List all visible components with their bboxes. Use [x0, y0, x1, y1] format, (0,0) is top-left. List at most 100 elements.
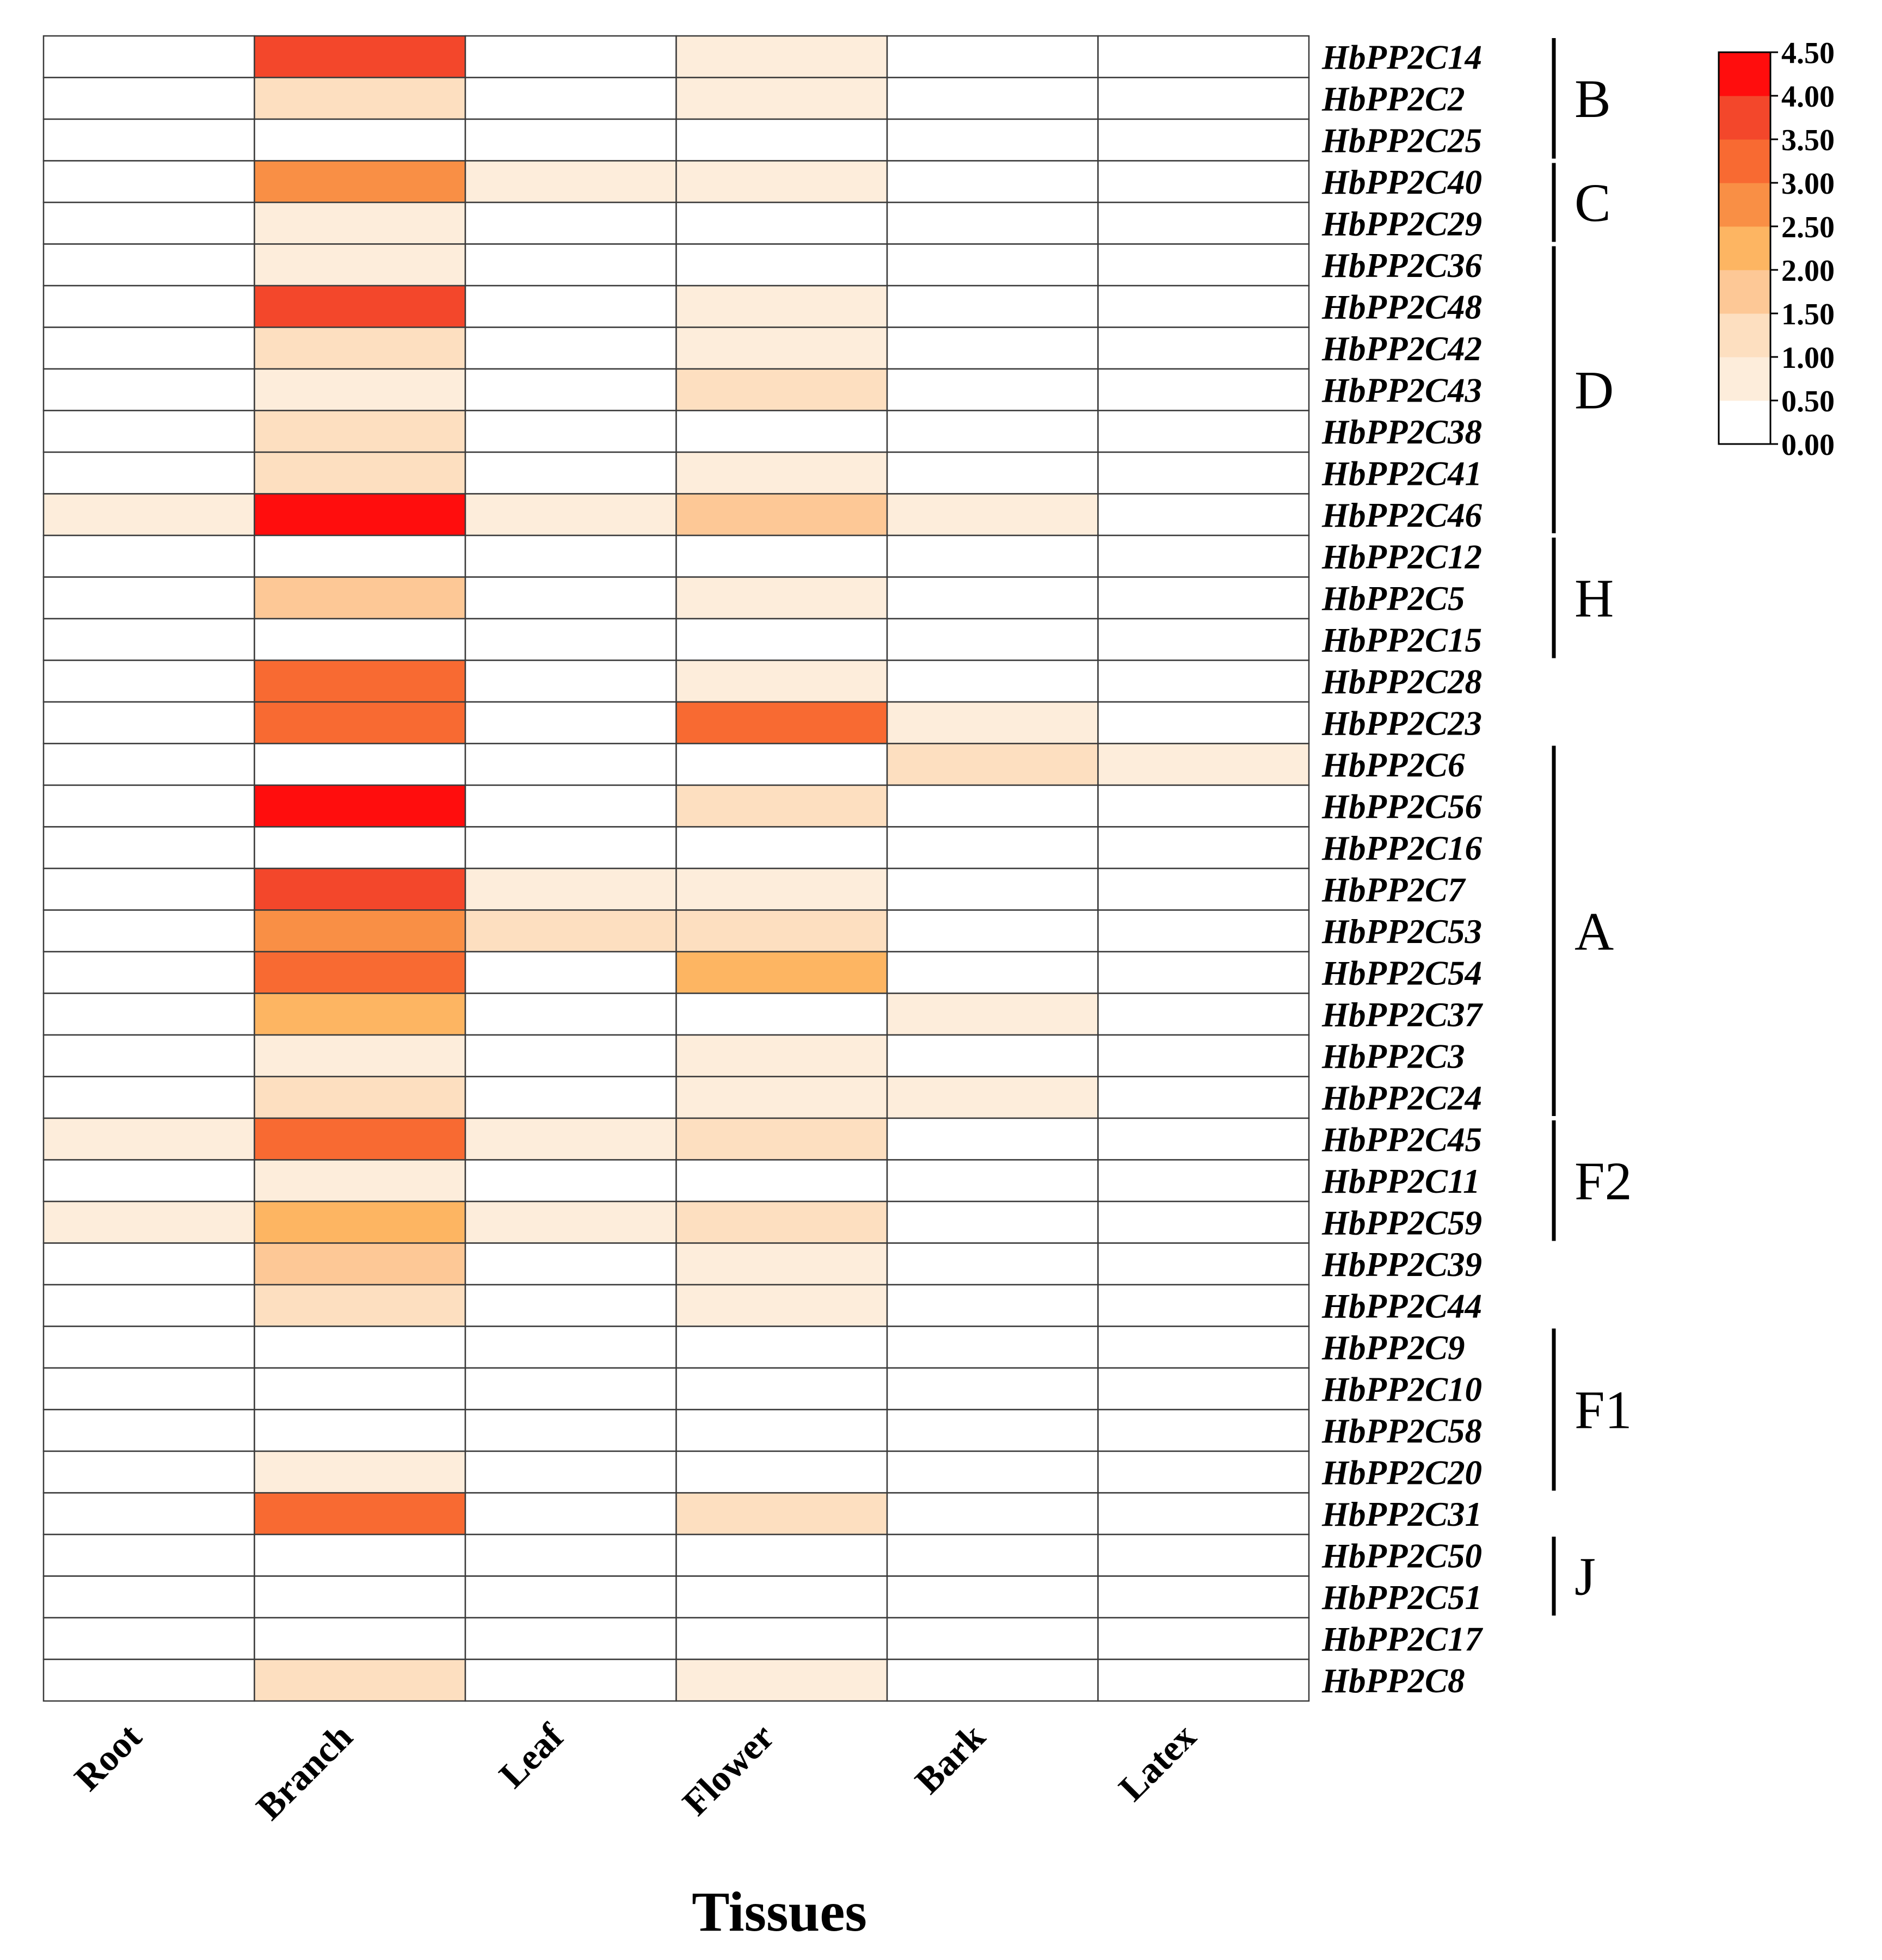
gene-label: HbPP2C23 — [1321, 704, 1482, 742]
heatmap-cell — [464, 118, 677, 162]
heatmap-cell — [1097, 1117, 1310, 1161]
gene-label: HbPP2C36 — [1321, 246, 1482, 285]
heatmap-cell — [464, 326, 677, 370]
heatmap-cell — [42, 1242, 255, 1286]
heatmap-cell — [675, 909, 888, 953]
heatmap-cell — [42, 993, 255, 1036]
colorbar-tick-label: 0.00 — [1781, 428, 1835, 462]
gene-label: HbPP2C50 — [1321, 1537, 1482, 1575]
gene-label: HbPP2C12 — [1321, 538, 1482, 576]
heatmap-cell — [675, 1326, 888, 1369]
heatmap-cell — [1097, 368, 1310, 411]
heatmap-cell — [42, 784, 255, 828]
tissue-label: Branch — [248, 1716, 360, 1828]
colorbar-segment — [1719, 52, 1770, 96]
heatmap-cell — [254, 1076, 466, 1119]
heatmap-cell — [254, 1200, 466, 1244]
heatmap-cell — [886, 784, 1099, 828]
heatmap-cell — [254, 1034, 466, 1077]
heatmap-cell — [42, 743, 255, 786]
heatmap-cell — [1097, 201, 1310, 245]
heatmap-cell — [1097, 743, 1310, 786]
heatmap-cell — [254, 909, 466, 953]
heatmap-cell — [42, 1659, 255, 1702]
heatmap-cell — [254, 160, 466, 204]
heatmap-cell — [42, 1117, 255, 1161]
heatmap-cell — [1097, 1575, 1310, 1619]
gene-label: HbPP2C39 — [1321, 1246, 1482, 1284]
heatmap-cell — [1097, 951, 1310, 994]
heatmap-cell — [886, 1242, 1099, 1286]
gene-label: HbPP2C44 — [1321, 1287, 1482, 1325]
colorbar-tick-label: 4.50 — [1781, 36, 1835, 70]
heatmap-cell — [464, 576, 677, 620]
heatmap-cell — [1097, 1242, 1310, 1286]
heatmap-cell — [886, 660, 1099, 703]
gene-label: HbPP2C3 — [1321, 1037, 1465, 1075]
heatmap-cell — [254, 410, 466, 453]
heatmap-cell — [464, 35, 677, 78]
heatmap-cell — [1097, 35, 1310, 78]
heatmap-cell — [464, 1159, 677, 1203]
heatmap-cell — [886, 1117, 1099, 1161]
heatmap-cell — [42, 201, 255, 245]
heatmap-cell — [1097, 1409, 1310, 1452]
heatmap-cell — [675, 1034, 888, 1077]
heatmap-cell — [886, 951, 1099, 994]
colorbar-tick-label: 0.50 — [1781, 385, 1835, 418]
colorbar-tick-label: 4.00 — [1781, 80, 1835, 114]
heatmap-cell — [675, 867, 888, 911]
gene-label: HbPP2C16 — [1321, 829, 1482, 867]
heatmap-cell — [1097, 1533, 1310, 1577]
heatmap-cell — [254, 826, 466, 870]
gene-label: HbPP2C31 — [1321, 1495, 1482, 1533]
heatmap-cell — [886, 1492, 1099, 1536]
heatmap-cell — [254, 534, 466, 578]
heatmap-cell — [254, 576, 466, 620]
group-label: J — [1575, 1546, 1596, 1607]
heatmap-cell — [42, 1617, 255, 1660]
heatmap-cell — [464, 1076, 677, 1119]
heatmap-cell — [464, 701, 677, 744]
heatmap-cell — [254, 1284, 466, 1327]
heatmap-cell — [886, 743, 1099, 786]
heatmap-cell — [254, 1617, 466, 1660]
heatmap-cell — [254, 1575, 466, 1619]
heatmap-cell — [675, 1159, 888, 1203]
heatmap-cell — [254, 618, 466, 661]
heatmap-cell — [42, 1200, 255, 1244]
heatmap-cell — [42, 534, 255, 578]
heatmap-cell — [464, 867, 677, 911]
heatmap-cell — [886, 1284, 1099, 1327]
heatmap-cell — [42, 118, 255, 162]
gene-label: HbPP2C14 — [1321, 38, 1482, 76]
heatmap-cell — [464, 1492, 677, 1536]
heatmap-cell — [464, 1242, 677, 1286]
heatmap-cells — [42, 35, 1310, 1702]
heatmap-cell — [1097, 285, 1310, 328]
heatmap-cell — [42, 909, 255, 953]
heatmap-cell — [254, 1242, 466, 1286]
tissue-labels: Root Branch Leaf Flower Bark Latex — [66, 1715, 1204, 1828]
gene-label: HbPP2C25 — [1321, 121, 1482, 159]
heatmap-cell — [254, 451, 466, 495]
heatmap-cell — [254, 118, 466, 162]
heatmap-cell — [42, 1284, 255, 1327]
heatmap-cell — [675, 35, 888, 78]
heatmap-cell — [675, 160, 888, 204]
heatmap-cell — [254, 201, 466, 245]
colorbar-segment — [1719, 96, 1770, 140]
colorbar-segment — [1719, 270, 1770, 314]
gene-label: HbPP2C45 — [1321, 1120, 1482, 1158]
heatmap-cell — [886, 1450, 1099, 1494]
heatmap-cell — [1097, 1284, 1310, 1327]
heatmap-cell — [675, 1200, 888, 1244]
heatmap-cell — [464, 534, 677, 578]
heatmap-cell — [254, 285, 466, 328]
heatmap-cell — [464, 493, 677, 537]
gene-label: HbPP2C38 — [1321, 413, 1482, 451]
heatmap-cell — [254, 1450, 466, 1494]
heatmap-cell — [886, 35, 1099, 78]
heatmap-cell — [254, 1326, 466, 1369]
heatmap-cell — [1097, 1492, 1310, 1536]
